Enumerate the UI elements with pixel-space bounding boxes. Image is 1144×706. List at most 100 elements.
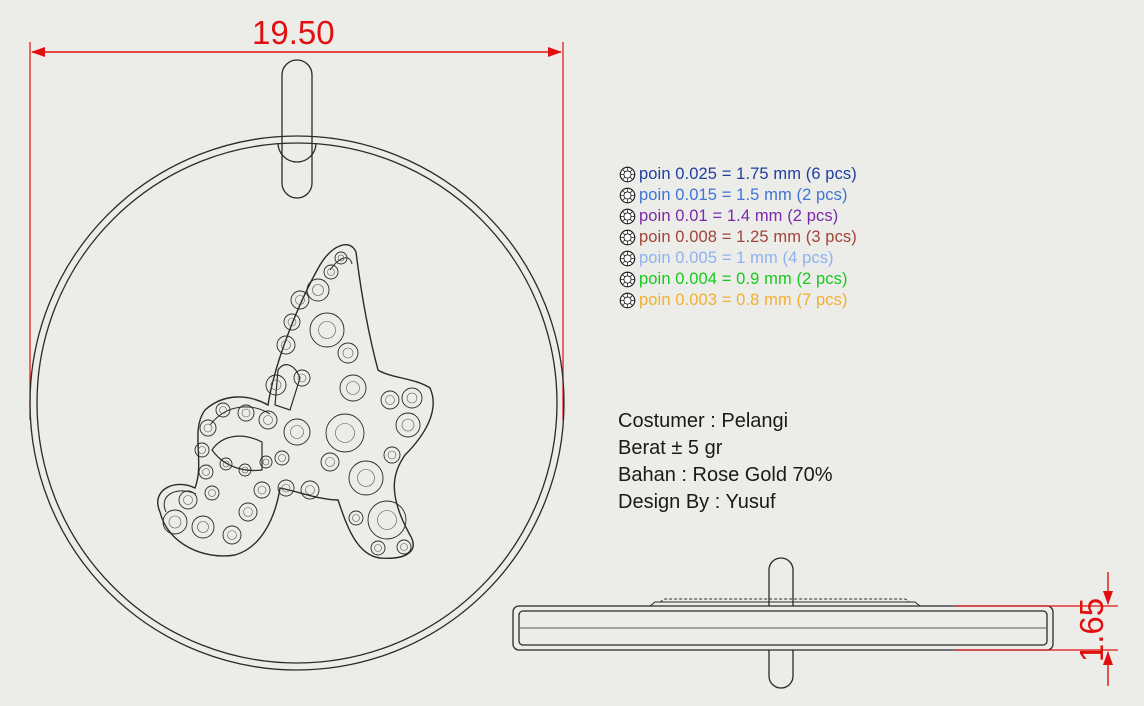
- pave-stone: [395, 412, 421, 438]
- pave-stone: [253, 481, 271, 499]
- round-gem-icon: [619, 271, 636, 288]
- round-gem-icon: [619, 250, 636, 267]
- pave-stone: [309, 312, 345, 348]
- pave-stone: [293, 369, 311, 387]
- pave-stone-table: [197, 521, 209, 533]
- pave-stone: [194, 442, 210, 458]
- pave-stone-table: [357, 469, 375, 487]
- pave-stone: [325, 413, 365, 453]
- pave-stone-table: [203, 423, 213, 433]
- pave-stone: [334, 251, 348, 265]
- pave-stone-table: [327, 268, 335, 276]
- pave-stone-table: [257, 485, 267, 495]
- pendant-front-view: [29, 59, 565, 671]
- pave-stone-table: [222, 460, 230, 468]
- legend-row: poin 0.003 = 0.8 mm (7 pcs): [619, 290, 857, 311]
- pave-stone: [283, 418, 311, 446]
- spec-material: Bahan : Rose Gold 70%: [618, 464, 833, 486]
- pave-stone: [219, 457, 233, 471]
- pave-stone: [380, 390, 400, 410]
- legend-row: poin 0.008 = 1.25 mm (3 pcs): [619, 227, 857, 248]
- pave-stone-table: [241, 466, 249, 474]
- legend-row: poin 0.004 = 0.9 mm (2 pcs): [619, 269, 857, 290]
- pave-stone: [204, 485, 220, 501]
- pave-stone-table: [401, 418, 415, 432]
- pave-stone: [238, 463, 252, 477]
- pave-stone: [401, 387, 423, 409]
- thickness-dimension-label: 1.65: [1073, 597, 1110, 663]
- spec-customer: Costumer : Pelangi: [618, 410, 789, 432]
- pave-stone: [258, 410, 278, 430]
- pave-stone-table: [278, 454, 286, 462]
- pave-stone: [370, 540, 386, 556]
- pave-stone: [237, 404, 255, 422]
- pave-stone-table: [387, 450, 397, 460]
- pave-stone-table: [374, 544, 382, 552]
- pave-stone: [283, 313, 301, 331]
- pave-stone: [222, 525, 242, 545]
- pave-stone: [320, 452, 340, 472]
- legend-row: poin 0.025 = 1.75 mm (6 pcs): [619, 164, 857, 185]
- pave-stone-table: [219, 406, 227, 414]
- pave-stone: [348, 460, 384, 496]
- pave-stone: [215, 402, 231, 418]
- pave-stone-table: [281, 483, 291, 493]
- pave-stone-table: [377, 510, 397, 530]
- legend-text: poin 0.015 = 1.5 mm (2 pcs): [639, 186, 848, 204]
- round-gem-icon: [619, 208, 636, 225]
- pave-stone-table: [346, 381, 360, 395]
- pave-stone: [276, 335, 296, 355]
- pave-stone: [323, 264, 339, 280]
- pave-stone: [259, 455, 273, 469]
- pave-stone-table: [305, 485, 315, 495]
- round-gem-icon: [619, 187, 636, 204]
- pave-stone: [191, 515, 215, 539]
- pave-stone: [199, 419, 217, 437]
- pave-stone: [306, 278, 330, 302]
- pave-stone-table: [270, 379, 282, 391]
- legend-row: poin 0.01 = 1.4 mm (2 pcs): [619, 206, 857, 227]
- pave-stone-table: [263, 415, 273, 425]
- pave-stone: [300, 480, 320, 500]
- legend-row: poin 0.015 = 1.5 mm (2 pcs): [619, 185, 857, 206]
- stone-legend: poin 0.025 = 1.75 mm (6 pcs) poin 0.015 =…: [619, 164, 857, 311]
- legend-text: poin 0.01 = 1.4 mm (2 pcs): [639, 207, 839, 225]
- legend-text: poin 0.005 = 1 mm (4 pcs): [639, 249, 834, 267]
- pave-stone-table: [241, 408, 251, 418]
- round-gem-icon: [619, 229, 636, 246]
- pave-stone-table: [183, 495, 193, 505]
- pave-stone: [290, 290, 310, 310]
- pave-stone-table: [406, 392, 418, 404]
- pave-stone: [162, 509, 188, 535]
- spec-block: Costumer : Pelangi Berat ± 5 gr Bahan : …: [618, 408, 833, 516]
- pave-stones: [162, 251, 423, 556]
- legend-text: poin 0.025 = 1.75 mm (6 pcs): [639, 165, 857, 183]
- pave-stone-table: [262, 458, 270, 466]
- pave-stone: [383, 446, 401, 464]
- pave-stone-table: [342, 347, 354, 359]
- spec-weight: Berat ± 5 gr: [618, 437, 723, 459]
- pave-stone-table: [352, 514, 360, 522]
- pave-stone-table: [325, 457, 335, 467]
- pave-stone: [348, 510, 364, 526]
- pave-stone-table: [243, 507, 253, 517]
- legend-text: poin 0.008 = 1.25 mm (3 pcs): [639, 228, 857, 246]
- round-gem-icon: [619, 166, 636, 183]
- pave-stone-table: [337, 254, 345, 262]
- pave-stone-table: [335, 423, 355, 443]
- pave-stone: [265, 374, 287, 396]
- pave-stone-table: [281, 340, 291, 350]
- letter-a-motif: [157, 243, 434, 559]
- pave-stone: [396, 539, 412, 555]
- pave-stone: [238, 502, 258, 522]
- pave-stone-table: [202, 468, 210, 476]
- pave-stone-table: [297, 373, 307, 383]
- legend-text: poin 0.004 = 0.9 mm (2 pcs): [639, 270, 848, 288]
- pave-stone-table: [208, 489, 216, 497]
- pave-stone: [274, 450, 290, 466]
- pave-stone-table: [290, 425, 304, 439]
- pave-stone: [198, 464, 214, 480]
- pave-stone: [277, 479, 295, 497]
- pave-stone: [178, 490, 198, 510]
- legend-row: poin 0.005 = 1 mm (4 pcs): [619, 248, 857, 269]
